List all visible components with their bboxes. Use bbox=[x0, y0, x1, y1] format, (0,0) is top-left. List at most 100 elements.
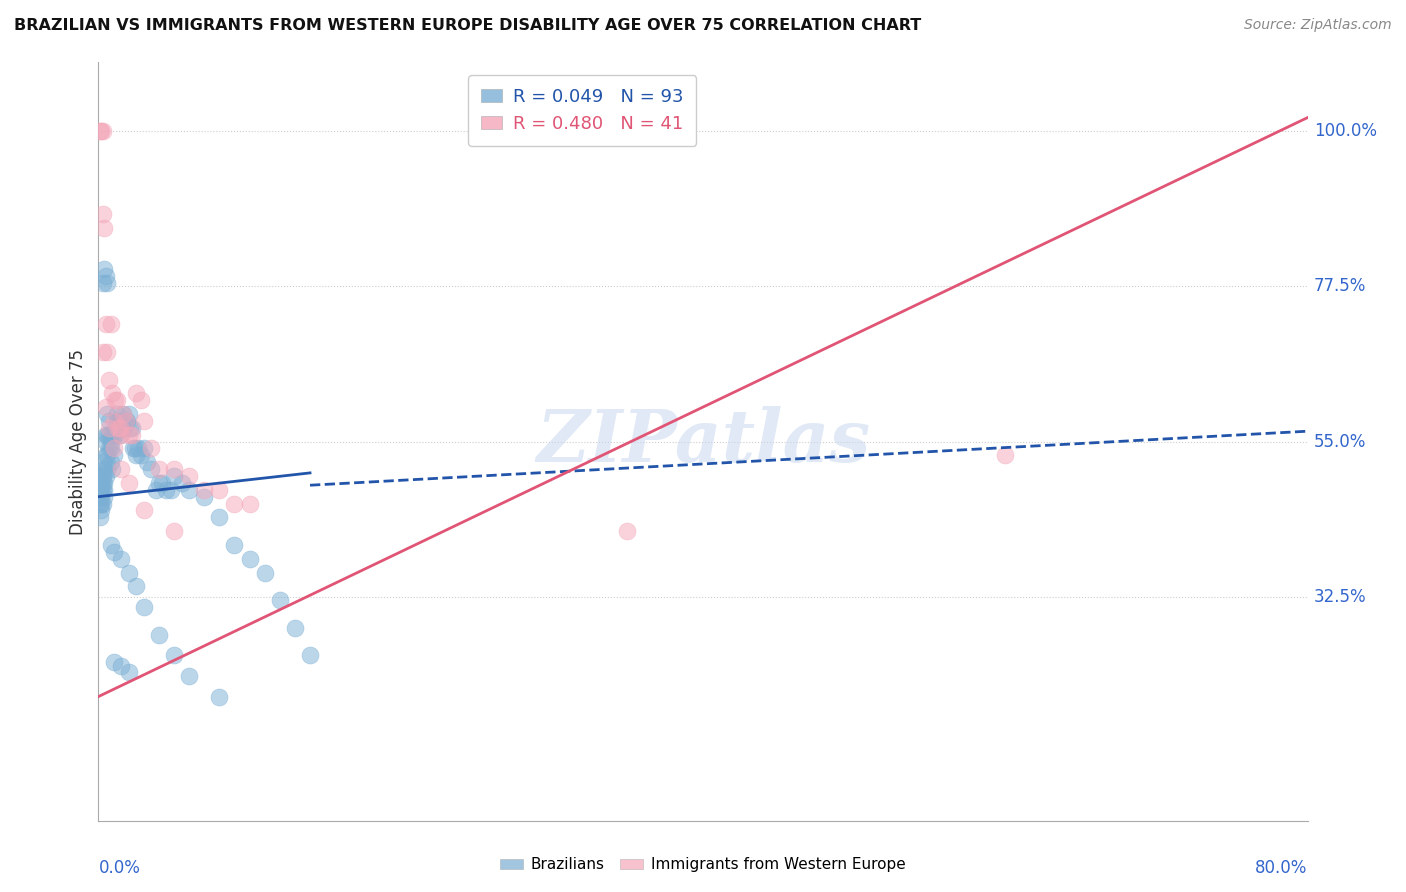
Point bbox=[101, 462, 124, 476]
Point bbox=[104, 393, 127, 408]
Point bbox=[118, 475, 141, 490]
Point bbox=[160, 483, 183, 497]
Point bbox=[103, 655, 125, 669]
Point bbox=[90, 497, 112, 511]
Text: 100.0%: 100.0% bbox=[1313, 122, 1376, 140]
Point bbox=[98, 442, 121, 456]
Point bbox=[98, 427, 121, 442]
Point bbox=[94, 427, 117, 442]
Point bbox=[103, 427, 125, 442]
Point bbox=[141, 442, 163, 456]
Point bbox=[94, 434, 117, 449]
Point bbox=[269, 593, 291, 607]
Point bbox=[148, 627, 170, 641]
Point bbox=[91, 207, 114, 221]
Point bbox=[284, 621, 307, 635]
Point bbox=[132, 442, 155, 456]
Point bbox=[114, 414, 136, 428]
Point bbox=[253, 566, 276, 580]
Point bbox=[93, 475, 115, 490]
Point bbox=[163, 648, 186, 663]
Legend: R = 0.049   N = 93, R = 0.480   N = 41: R = 0.049 N = 93, R = 0.480 N = 41 bbox=[468, 75, 696, 145]
Point bbox=[91, 497, 114, 511]
Point bbox=[114, 414, 136, 428]
Point bbox=[90, 483, 112, 497]
Point bbox=[299, 648, 322, 663]
Point bbox=[170, 475, 193, 490]
Point bbox=[163, 524, 186, 538]
Point bbox=[132, 599, 155, 614]
Point bbox=[91, 455, 114, 469]
Point bbox=[107, 414, 129, 428]
Point bbox=[90, 469, 112, 483]
Point bbox=[132, 414, 155, 428]
Point bbox=[94, 318, 117, 332]
Point bbox=[124, 442, 146, 456]
Point bbox=[91, 483, 114, 497]
Point bbox=[150, 475, 173, 490]
Point bbox=[93, 220, 115, 235]
Point bbox=[121, 427, 143, 442]
Point bbox=[101, 427, 124, 442]
Point bbox=[141, 462, 163, 476]
Point bbox=[118, 407, 141, 421]
Point bbox=[110, 462, 132, 476]
Point bbox=[994, 448, 1017, 462]
Point bbox=[193, 490, 215, 504]
Point bbox=[105, 393, 128, 408]
Point bbox=[111, 407, 134, 421]
Point bbox=[91, 475, 114, 490]
Point bbox=[96, 448, 118, 462]
Point bbox=[100, 538, 122, 552]
Point bbox=[112, 421, 135, 435]
Point bbox=[100, 455, 122, 469]
Point bbox=[111, 407, 134, 421]
Text: Source: ZipAtlas.com: Source: ZipAtlas.com bbox=[1244, 18, 1392, 32]
Point bbox=[94, 269, 117, 284]
Point bbox=[110, 658, 132, 673]
Point bbox=[93, 262, 115, 277]
Point bbox=[107, 421, 129, 435]
Point bbox=[105, 407, 128, 421]
Point bbox=[96, 407, 118, 421]
Point bbox=[103, 442, 125, 456]
Text: 77.5%: 77.5% bbox=[1313, 277, 1367, 295]
Text: BRAZILIAN VS IMMIGRANTS FROM WESTERN EUROPE DISABILITY AGE OVER 75 CORRELATION C: BRAZILIAN VS IMMIGRANTS FROM WESTERN EUR… bbox=[14, 18, 921, 33]
Point bbox=[115, 414, 138, 428]
Text: 80.0%: 80.0% bbox=[1256, 858, 1308, 877]
Point bbox=[96, 276, 118, 290]
Point bbox=[100, 434, 122, 449]
Point bbox=[125, 448, 148, 462]
Point bbox=[91, 276, 114, 290]
Point bbox=[118, 665, 141, 680]
Point bbox=[129, 393, 152, 408]
Point bbox=[155, 483, 177, 497]
Point bbox=[90, 490, 112, 504]
Point bbox=[179, 483, 201, 497]
Point bbox=[90, 503, 112, 517]
Point bbox=[108, 427, 131, 442]
Point bbox=[224, 497, 246, 511]
Point bbox=[101, 386, 124, 401]
Point bbox=[96, 462, 118, 476]
Point bbox=[208, 690, 231, 704]
Point bbox=[118, 566, 141, 580]
Point bbox=[90, 124, 112, 138]
Point bbox=[96, 427, 118, 442]
Point bbox=[91, 469, 114, 483]
Point bbox=[193, 483, 215, 497]
Point bbox=[135, 455, 157, 469]
Point bbox=[93, 462, 115, 476]
Point bbox=[100, 442, 122, 456]
Point bbox=[98, 421, 121, 435]
Point bbox=[121, 421, 143, 435]
Point bbox=[132, 503, 155, 517]
Point bbox=[89, 497, 111, 511]
Point bbox=[103, 448, 125, 462]
Point bbox=[239, 551, 262, 566]
Point bbox=[91, 462, 114, 476]
Point bbox=[110, 427, 132, 442]
Point bbox=[110, 414, 132, 428]
Text: ZIPatlas: ZIPatlas bbox=[536, 406, 870, 477]
Point bbox=[122, 442, 145, 456]
